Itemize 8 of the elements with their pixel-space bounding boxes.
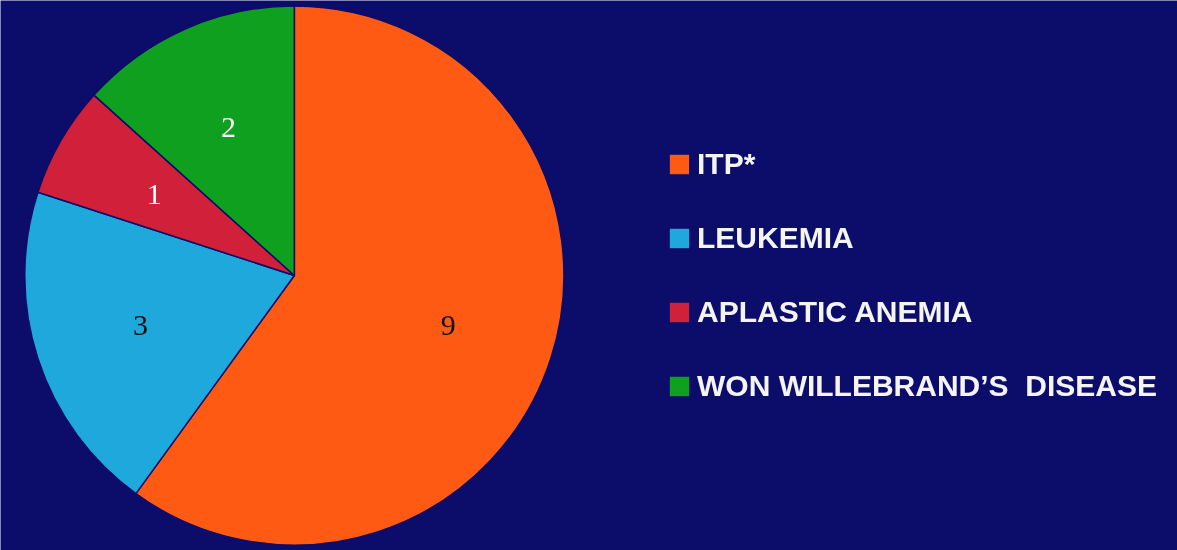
legend-label: WON WILLEBRAND’S DISEASE [696, 369, 1157, 403]
legend-label: LEUKEMIA [696, 221, 854, 255]
data-label: 9 [440, 307, 456, 341]
legend-label: ITP* [696, 147, 756, 181]
data-label: 3 [133, 307, 149, 341]
data-label: 2 [221, 110, 237, 144]
data-label: 1 [146, 177, 162, 211]
legend-label: APLASTIC ANEMIA [696, 295, 973, 329]
